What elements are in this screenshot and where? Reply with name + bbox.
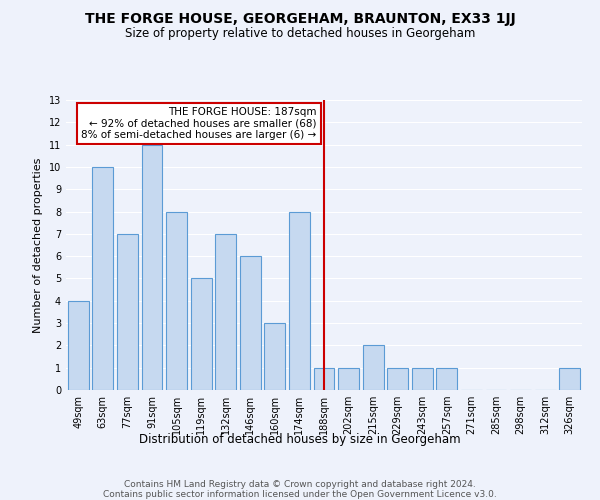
Y-axis label: Number of detached properties: Number of detached properties (33, 158, 43, 332)
Bar (166, 212, 187, 390)
Bar (142, 144, 163, 390)
Bar (240, 256, 261, 390)
Bar (265, 323, 286, 390)
Bar (362, 346, 383, 390)
Text: Distribution of detached houses by size in Georgeham: Distribution of detached houses by size … (139, 432, 461, 446)
Text: THE FORGE HOUSE, GEORGEHAM, BRAUNTON, EX33 1JJ: THE FORGE HOUSE, GEORGEHAM, BRAUNTON, EX… (85, 12, 515, 26)
Bar (338, 368, 359, 390)
Bar (387, 368, 408, 390)
Text: THE FORGE HOUSE: 187sqm
← 92% of detached houses are smaller (68)
8% of semi-det: THE FORGE HOUSE: 187sqm ← 92% of detache… (82, 106, 317, 140)
Text: Contains HM Land Registry data © Crown copyright and database right 2024.
Contai: Contains HM Land Registry data © Crown c… (103, 480, 497, 500)
Bar (314, 368, 334, 390)
Bar (436, 368, 457, 390)
Text: Size of property relative to detached houses in Georgeham: Size of property relative to detached ho… (125, 28, 475, 40)
Bar (559, 368, 580, 390)
Bar (68, 301, 89, 390)
Bar (412, 368, 433, 390)
Bar (289, 212, 310, 390)
Bar (117, 234, 138, 390)
Bar (215, 234, 236, 390)
Bar (191, 278, 212, 390)
Bar (92, 167, 113, 390)
